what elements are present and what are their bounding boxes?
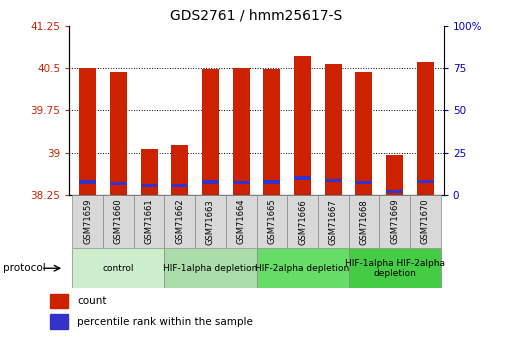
Bar (141, 184, 157, 187)
Bar (325, 64, 342, 195)
Bar (72, 195, 103, 248)
Bar (410, 195, 441, 248)
Bar (134, 195, 164, 248)
Bar (171, 145, 188, 195)
Bar (79, 180, 96, 184)
Bar (110, 181, 127, 185)
Bar (50, 294, 68, 308)
Bar (233, 181, 250, 184)
Bar (349, 248, 441, 288)
Text: HIF-1alpha HIF-2alpha
depletion: HIF-1alpha HIF-2alpha depletion (345, 258, 445, 278)
Bar (202, 69, 219, 195)
Bar (103, 195, 134, 248)
Bar (417, 62, 434, 195)
Text: GSM71659: GSM71659 (83, 199, 92, 244)
Text: percentile rank within the sample: percentile rank within the sample (77, 317, 253, 326)
Bar (294, 177, 311, 179)
Bar (171, 184, 188, 187)
Text: protocol: protocol (3, 263, 45, 273)
Bar (287, 195, 318, 248)
Bar (50, 314, 68, 329)
Text: HIF-2alpha depletion: HIF-2alpha depletion (255, 264, 350, 273)
Bar (164, 195, 195, 248)
Text: GSM71663: GSM71663 (206, 199, 215, 245)
Text: GSM71660: GSM71660 (114, 199, 123, 245)
Bar (386, 156, 403, 195)
Bar (195, 195, 226, 248)
Bar (164, 248, 256, 288)
Text: GSM71664: GSM71664 (236, 199, 246, 245)
Bar (356, 72, 372, 195)
Bar (110, 72, 127, 195)
Bar (72, 248, 164, 288)
Text: control: control (103, 264, 134, 273)
Bar (263, 69, 280, 195)
Text: GSM71668: GSM71668 (360, 199, 368, 245)
Text: GSM71666: GSM71666 (298, 199, 307, 245)
Text: HIF-1alpha depletion: HIF-1alpha depletion (163, 264, 258, 273)
Bar (325, 179, 342, 183)
Bar (386, 190, 403, 193)
Bar (202, 180, 219, 184)
Bar (263, 180, 280, 184)
Text: GDS2761 / hmm25617-S: GDS2761 / hmm25617-S (170, 9, 343, 23)
Bar (356, 181, 372, 184)
Text: count: count (77, 296, 107, 306)
Bar (226, 195, 256, 248)
Text: GSM71665: GSM71665 (267, 199, 277, 245)
Bar (141, 149, 157, 195)
Text: GSM71661: GSM71661 (145, 199, 153, 245)
Bar (417, 180, 434, 183)
Bar (318, 195, 349, 248)
Bar (349, 195, 379, 248)
Text: GSM71667: GSM71667 (329, 199, 338, 245)
Bar (79, 68, 96, 195)
Bar (379, 195, 410, 248)
Bar (233, 68, 250, 195)
Text: GSM71662: GSM71662 (175, 199, 184, 245)
Bar (294, 56, 311, 195)
Text: GSM71670: GSM71670 (421, 199, 430, 245)
Text: GSM71669: GSM71669 (390, 199, 399, 245)
Bar (256, 248, 349, 288)
Bar (256, 195, 287, 248)
